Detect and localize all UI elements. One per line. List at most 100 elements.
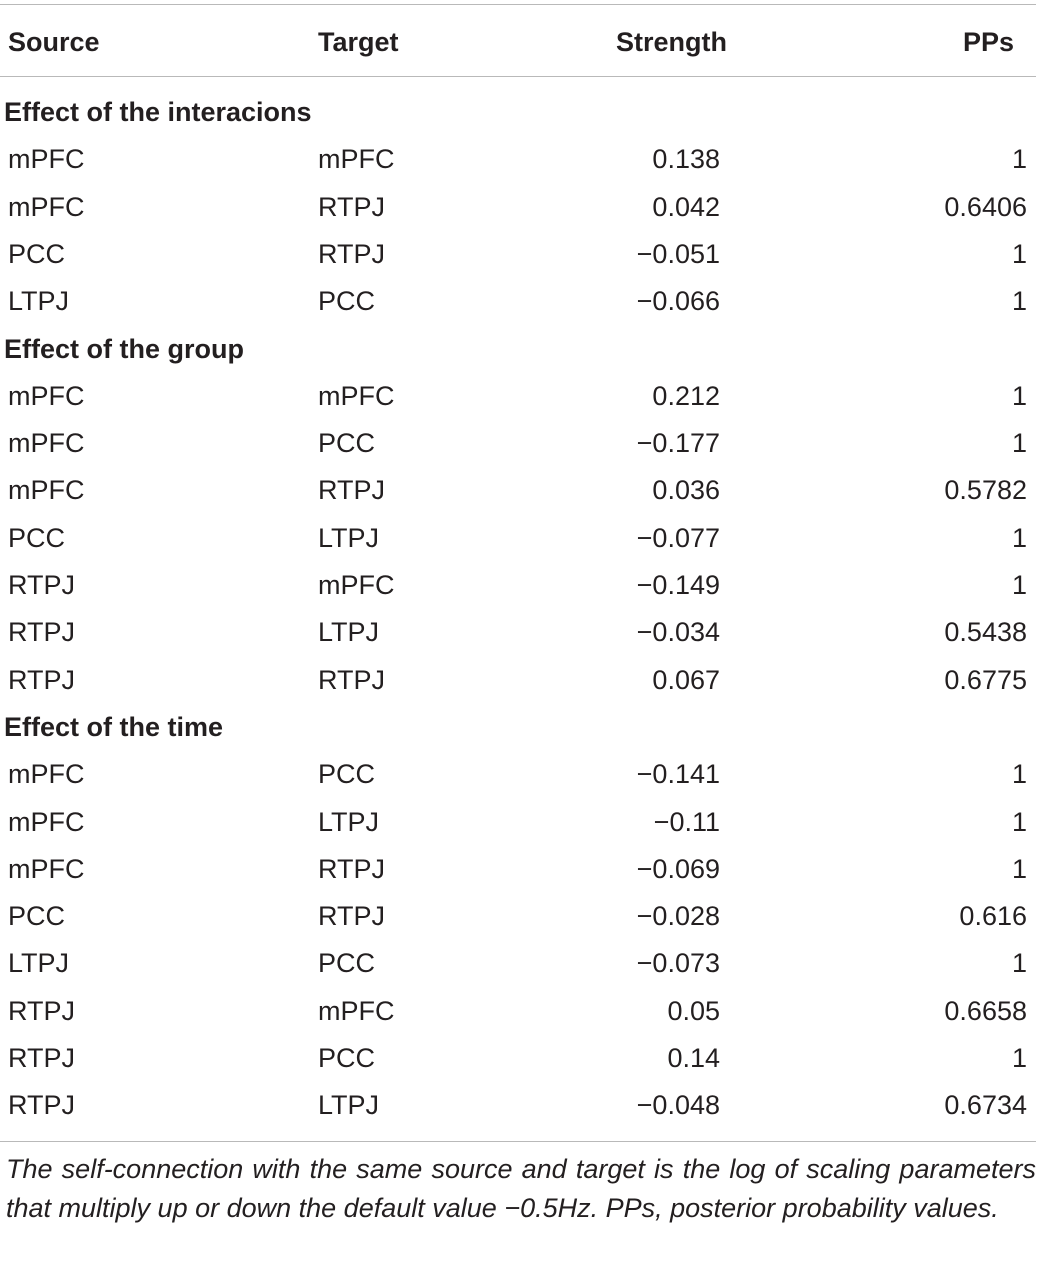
section-title: Effect of the interacions	[4, 97, 312, 127]
target-cell: mPFC	[318, 144, 395, 175]
table-row: RTPJ PCC 0.14 1	[0, 1035, 1042, 1082]
header-rule	[0, 76, 1036, 77]
source-cell: mPFC	[8, 475, 85, 506]
source-cell: PCC	[8, 238, 66, 269]
table-row: mPFC LTPJ −0.11 1	[0, 799, 1042, 846]
target-cell: RTPJ	[318, 901, 386, 932]
top-rule	[0, 4, 1036, 5]
header-strength: Strength	[616, 27, 727, 57]
source-cell: mPFC	[8, 806, 85, 837]
table-row: LTPJ PCC −0.066 1	[0, 278, 1042, 325]
table-row: RTPJ mPFC −0.149 1	[0, 562, 1042, 609]
pps-cell: 1	[1011, 238, 1027, 269]
target-cell: mPFC	[318, 380, 395, 411]
pps-cell: 0.616	[959, 901, 1027, 932]
pps-cell: 1	[1011, 948, 1027, 979]
strength-cell: −0.048	[636, 1090, 720, 1121]
table-row: mPFC RTPJ 0.042 0.6406	[0, 184, 1042, 231]
pps-cell: 0.6734	[944, 1090, 1027, 1121]
source-cell: mPFC	[8, 428, 85, 459]
pps-cell: 0.6775	[944, 664, 1027, 695]
target-cell: RTPJ	[318, 475, 386, 506]
strength-cell: −0.141	[636, 759, 720, 790]
pps-cell: 1	[1011, 522, 1027, 553]
strength-cell: 0.042	[652, 191, 720, 222]
section-title: Effect of the group	[4, 333, 244, 364]
strength-cell: −0.149	[636, 570, 720, 600]
target-cell: mPFC	[318, 995, 395, 1026]
header-target: Target	[318, 27, 399, 57]
target-cell: LTPJ	[318, 522, 380, 553]
table-row: mPFC PCC −0.141 1	[0, 751, 1042, 798]
target-cell: RTPJ	[318, 238, 386, 269]
strength-cell: −0.073	[636, 948, 720, 979]
pps-cell: 1	[1011, 1043, 1027, 1073]
table-row: RTPJ LTPJ −0.048 0.6734	[0, 1082, 1042, 1129]
source-cell: PCC	[8, 901, 66, 932]
strength-cell: −0.034	[636, 617, 720, 648]
table-row: mPFC mPFC 0.138 1	[0, 136, 1042, 183]
strength-cell: −0.077	[636, 522, 720, 553]
pps-cell: 0.6658	[944, 995, 1027, 1026]
pps-cell: 1	[1011, 286, 1027, 317]
section-row: Effect of the group	[0, 326, 1042, 373]
source-cell: PCC	[8, 522, 66, 553]
table-row: PCC RTPJ −0.051 1	[0, 231, 1042, 278]
pps-cell: 1	[1011, 570, 1027, 600]
pps-cell: 1	[1011, 853, 1027, 884]
source-cell: RTPJ	[8, 617, 76, 648]
section-title: Effect of the time	[4, 711, 224, 742]
pps-cell: 0.6406	[944, 191, 1027, 222]
pps-cell: 1	[1011, 806, 1027, 837]
strength-cell: 0.05	[667, 995, 720, 1026]
table-row: mPFC mPFC 0.212 1	[0, 373, 1042, 420]
target-cell: RTPJ	[318, 853, 386, 884]
strength-cell: 0.067	[652, 664, 720, 695]
source-cell: RTPJ	[8, 664, 76, 695]
pps-cell: 0.5438	[944, 617, 1027, 648]
source-cell: LTPJ	[8, 948, 70, 979]
source-cell: RTPJ	[8, 995, 76, 1026]
table-row: mPFC RTPJ 0.036 0.5782	[0, 467, 1042, 514]
target-cell: PCC	[318, 948, 376, 979]
target-cell: RTPJ	[318, 664, 386, 695]
pps-cell: 1	[1011, 759, 1027, 790]
bottom-rule	[0, 1141, 1036, 1142]
strength-cell: −0.177	[636, 428, 720, 459]
strength-cell: −0.069	[636, 853, 720, 884]
pps-cell: 0.5782	[944, 475, 1027, 506]
source-cell: mPFC	[8, 759, 85, 790]
table-row: RTPJ LTPJ −0.034 0.5438	[0, 609, 1042, 656]
target-cell: LTPJ	[318, 1090, 380, 1121]
source-cell: RTPJ	[8, 1090, 76, 1121]
target-cell: PCC	[318, 1043, 376, 1073]
header-source: Source	[8, 27, 100, 57]
table-footnote: The self-connection with the same source…	[6, 1154, 1036, 1223]
strength-cell: −0.066	[636, 286, 720, 317]
source-cell: mPFC	[8, 380, 85, 411]
strength-cell: −0.11	[653, 806, 720, 837]
strength-cell: −0.028	[636, 901, 720, 932]
source-cell: mPFC	[8, 144, 85, 175]
pps-cell: 1	[1011, 428, 1027, 459]
target-cell: PCC	[318, 428, 376, 459]
source-cell: mPFC	[8, 853, 85, 884]
target-cell: LTPJ	[318, 806, 380, 837]
source-cell: mPFC	[8, 191, 85, 222]
strength-cell: 0.14	[667, 1043, 720, 1073]
table-row: RTPJ RTPJ 0.067 0.6775	[0, 657, 1042, 704]
target-cell: PCC	[318, 759, 376, 790]
target-cell: mPFC	[318, 570, 395, 600]
pps-cell: 1	[1011, 144, 1027, 175]
source-cell: LTPJ	[8, 286, 70, 317]
strength-cell: 0.212	[652, 380, 720, 411]
target-cell: RTPJ	[318, 191, 386, 222]
table-row: mPFC PCC −0.177 1	[0, 420, 1042, 467]
header-pps: PPs	[963, 27, 1015, 57]
pps-cell: 1	[1011, 380, 1027, 411]
section-row: Effect of the interacions	[0, 89, 1042, 136]
table-row: RTPJ mPFC 0.05 0.6658	[0, 988, 1042, 1035]
target-cell: PCC	[318, 286, 376, 317]
table-row: mPFC RTPJ −0.069 1	[0, 846, 1042, 893]
